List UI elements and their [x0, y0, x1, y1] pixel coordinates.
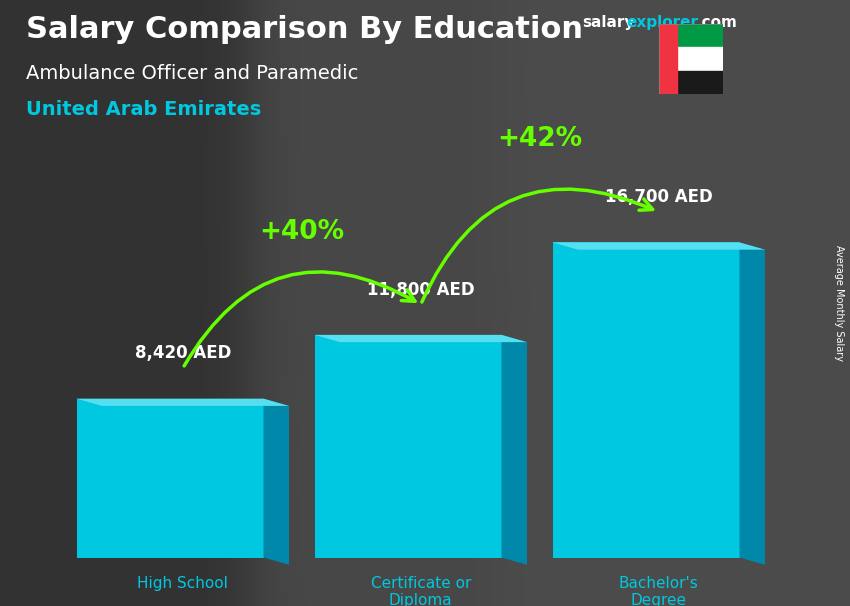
Polygon shape	[552, 242, 765, 250]
Text: Certificate or
Diploma: Certificate or Diploma	[371, 576, 471, 606]
Bar	[659, 47, 722, 71]
Text: United Arab Emirates: United Arab Emirates	[26, 100, 261, 119]
Polygon shape	[76, 399, 289, 406]
Polygon shape	[76, 399, 264, 558]
Text: Average Monthly Salary: Average Monthly Salary	[834, 245, 844, 361]
Text: salary: salary	[582, 15, 635, 30]
Polygon shape	[264, 399, 289, 565]
Text: Salary Comparison By Education: Salary Comparison By Education	[26, 15, 582, 44]
Bar	[659, 24, 677, 94]
Text: Bachelor's
Degree: Bachelor's Degree	[619, 576, 699, 606]
Bar	[659, 24, 722, 47]
Polygon shape	[314, 335, 527, 342]
Text: +40%: +40%	[259, 219, 344, 245]
Text: 16,700 AED: 16,700 AED	[605, 188, 712, 206]
Polygon shape	[314, 335, 502, 558]
Bar	[659, 71, 722, 94]
Text: 8,420 AED: 8,420 AED	[134, 344, 231, 362]
Polygon shape	[740, 242, 765, 565]
Polygon shape	[502, 335, 527, 565]
Text: +42%: +42%	[497, 127, 582, 152]
Text: 11,800 AED: 11,800 AED	[367, 281, 474, 299]
Text: High School: High School	[138, 576, 228, 591]
Polygon shape	[552, 242, 740, 558]
Text: Ambulance Officer and Paramedic: Ambulance Officer and Paramedic	[26, 64, 358, 82]
Text: .com: .com	[697, 15, 738, 30]
Text: explorer: explorer	[626, 15, 699, 30]
